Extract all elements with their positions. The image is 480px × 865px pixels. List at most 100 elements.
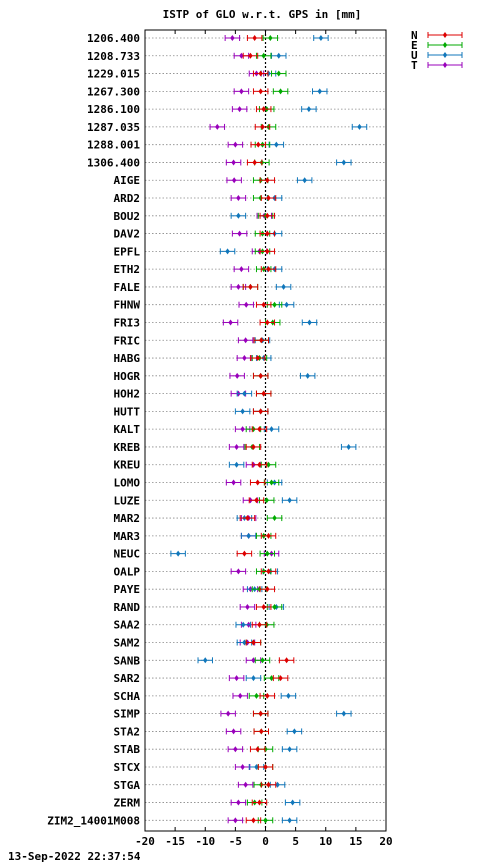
- data-point-T: [243, 337, 248, 344]
- data-point-N: [254, 497, 259, 504]
- row-label: ZIM2_14001M008: [47, 814, 140, 827]
- data-point-U: [246, 532, 251, 539]
- data-point-T: [244, 301, 249, 308]
- data-point-N: [266, 568, 271, 575]
- data-point-U: [287, 746, 292, 753]
- legend-label: E: [411, 39, 418, 52]
- data-point-T: [231, 479, 236, 486]
- data-point-E: [276, 70, 281, 77]
- data-point-T: [231, 159, 236, 166]
- data-point-N: [257, 461, 262, 468]
- legend-marker: [442, 42, 448, 48]
- data-point-N: [255, 355, 260, 362]
- data-point-N: [278, 675, 283, 682]
- data-point-U: [240, 408, 245, 415]
- data-point-N: [261, 603, 266, 610]
- data-point-U: [236, 212, 241, 219]
- data-point-T: [236, 568, 241, 575]
- row-label: PAYE: [114, 583, 141, 596]
- data-point-U: [241, 621, 246, 628]
- row-label: SIMP: [114, 708, 141, 721]
- data-point-N: [259, 728, 264, 735]
- data-point-T: [225, 710, 231, 717]
- data-point-N: [257, 621, 262, 628]
- data-point-N: [258, 88, 263, 95]
- row-label: SAM2: [114, 637, 141, 650]
- data-point-N: [259, 337, 264, 344]
- timestamp: 13-Sep-2022 22:37:54: [8, 850, 141, 863]
- x-tick-label: 20: [379, 835, 392, 848]
- x-tick-label: -20: [135, 835, 155, 848]
- data-point-N: [284, 657, 289, 664]
- data-point-N: [252, 159, 257, 166]
- row-label: HOH2: [114, 388, 141, 401]
- data-point-N: [257, 426, 262, 433]
- data-point-U: [346, 443, 351, 450]
- legend-marker: [442, 62, 448, 68]
- legend-label: N: [411, 29, 418, 42]
- row-label: STAB: [114, 743, 141, 756]
- legend-label: T: [411, 59, 418, 72]
- data-point-U: [305, 372, 310, 379]
- data-point-U: [317, 88, 322, 95]
- data-point-N: [266, 266, 271, 273]
- data-point-T: [236, 799, 241, 806]
- data-point-E: [260, 657, 265, 664]
- data-point-U: [269, 426, 274, 433]
- data-marks: [170, 35, 368, 824]
- row-label: LUZE: [114, 494, 141, 507]
- data-point-N: [261, 390, 266, 397]
- legend-label: U: [411, 49, 418, 62]
- data-point-T: [236, 195, 241, 202]
- row-label: DAV2: [114, 228, 141, 241]
- data-point-T: [242, 355, 247, 362]
- row-label: ARD2: [114, 192, 141, 205]
- data-point-N: [265, 177, 270, 184]
- data-point-T: [233, 141, 238, 148]
- data-point-T: [231, 728, 236, 735]
- data-point-N: [242, 550, 247, 557]
- row-label: KALT: [114, 423, 141, 436]
- row-label: FHNW: [114, 299, 141, 312]
- data-point-N: [251, 443, 256, 450]
- data-point-T: [233, 817, 238, 824]
- row-label: AIGE: [114, 174, 141, 187]
- row-label: 1267.300: [87, 85, 140, 98]
- row-labels: 1206.400 1208.733 1229.015 1267.300 1286.100…: [47, 32, 140, 827]
- data-point-U: [318, 35, 324, 41]
- row-label: STA2: [114, 725, 141, 738]
- data-point-N: [265, 248, 270, 255]
- data-point-N: [258, 408, 263, 415]
- data-point-U: [284, 301, 289, 308]
- row-label: 1229.015: [87, 68, 140, 81]
- data-point-T: [234, 372, 240, 379]
- data-point-U: [254, 763, 259, 770]
- row-label: SCHA: [114, 690, 141, 703]
- data-point-N: [266, 781, 271, 788]
- row-label: 1206.400: [87, 32, 140, 45]
- data-point-T: [215, 123, 220, 130]
- row-label: ZERM: [114, 797, 141, 810]
- data-point-U: [302, 177, 307, 184]
- data-point-N: [261, 301, 266, 308]
- x-tick-label: -15: [165, 835, 185, 848]
- data-point-U: [275, 781, 280, 788]
- data-point-N: [258, 70, 263, 77]
- data-point-N: [251, 639, 256, 646]
- data-point-E: [264, 497, 269, 504]
- row-label: FALE: [114, 281, 141, 294]
- data-point-U: [306, 106, 312, 113]
- data-point-N: [258, 710, 263, 717]
- data-point-E: [272, 603, 277, 610]
- row-label: BOU2: [114, 210, 141, 223]
- data-point-T: [228, 319, 233, 326]
- data-point-N: [258, 372, 263, 379]
- data-point-N: [256, 141, 261, 148]
- data-point-T: [240, 763, 245, 770]
- data-point-T: [239, 266, 244, 273]
- data-point-E: [278, 88, 283, 95]
- data-point-U: [276, 52, 281, 59]
- data-point-U: [292, 728, 297, 735]
- row-label: SANB: [114, 654, 141, 667]
